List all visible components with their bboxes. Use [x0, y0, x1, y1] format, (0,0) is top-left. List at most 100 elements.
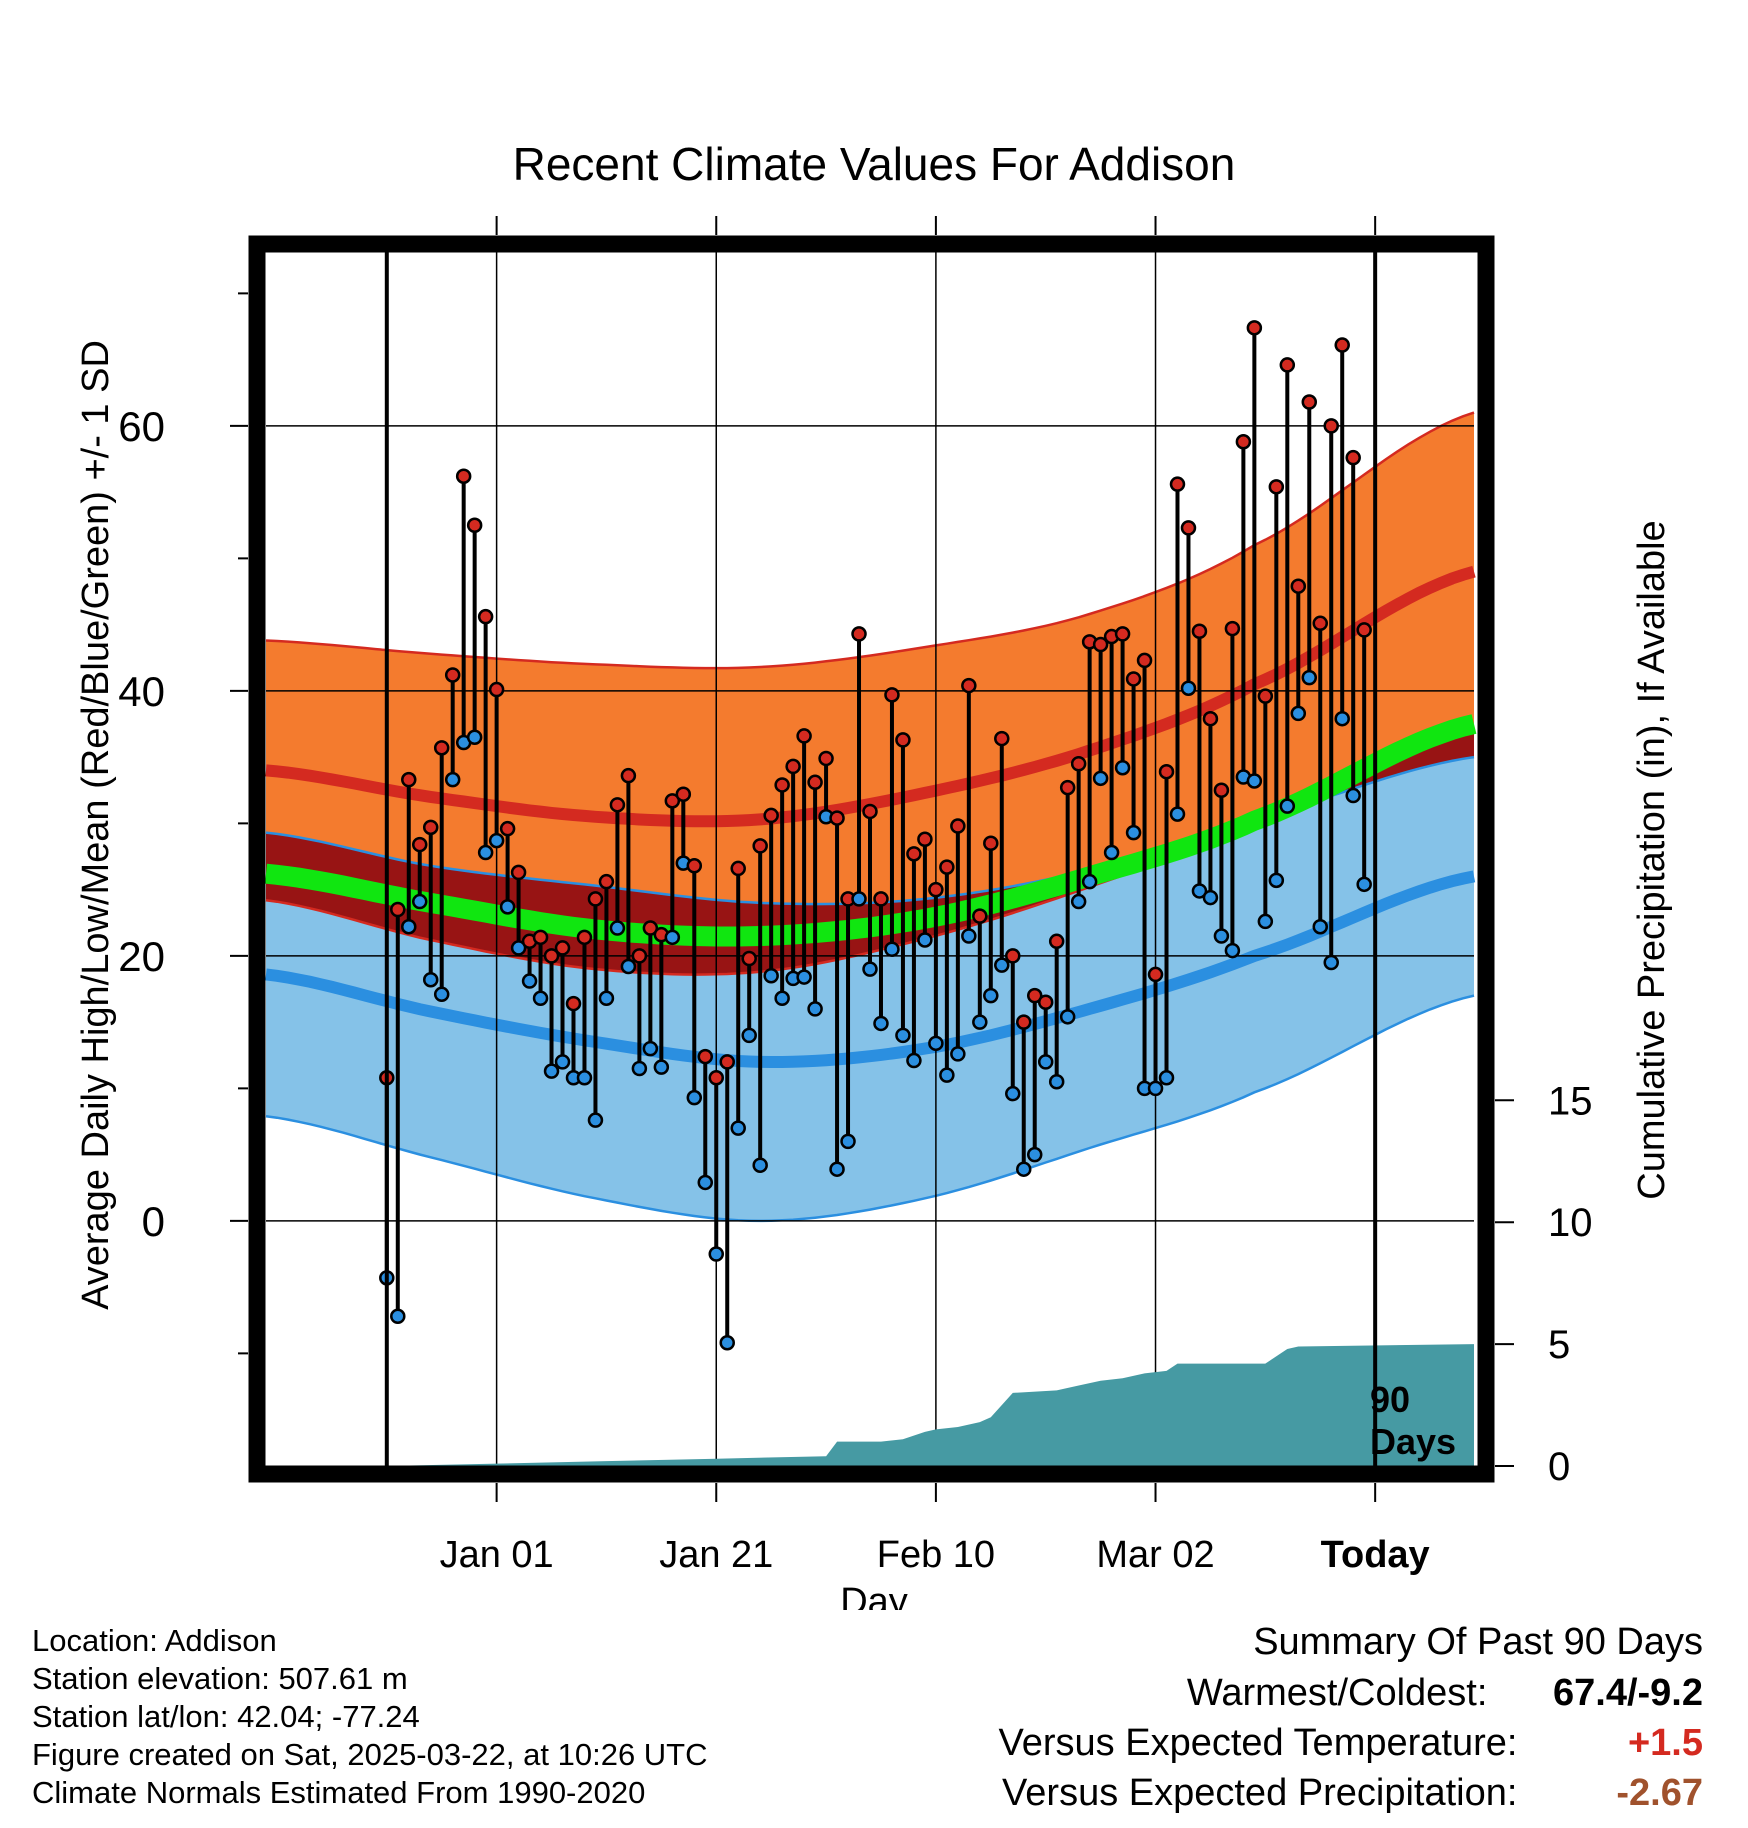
normal-low-line: [265, 870, 1476, 1068]
high-point: [1136, 652, 1153, 669]
low-point: [1301, 669, 1318, 686]
low-point: [752, 1157, 768, 1173]
high-point: [1345, 449, 1361, 466]
low-point: [477, 844, 494, 861]
low-point: [840, 1133, 856, 1150]
high-point: [1323, 418, 1339, 434]
low-point: [653, 1059, 670, 1075]
low-point: [631, 1060, 648, 1077]
high-point: [642, 920, 659, 936]
low-point: [829, 1161, 845, 1177]
low-point: [1312, 918, 1329, 935]
high-point: [543, 948, 560, 964]
high-point: [752, 838, 768, 854]
low-point: [587, 1112, 604, 1128]
low-point: [972, 1014, 988, 1030]
low-point: [499, 899, 516, 915]
low-point: [411, 893, 428, 910]
low-point: [620, 958, 637, 975]
low-point: [906, 1052, 922, 1069]
high-point: [576, 929, 593, 946]
high-point: [587, 891, 604, 907]
low-point: [1005, 1085, 1021, 1102]
high-point: [851, 626, 867, 642]
x-tick-label: Jan 21: [659, 1534, 773, 1576]
high-point: [862, 803, 878, 820]
low-point: [1103, 844, 1120, 861]
low-point: [1026, 1146, 1043, 1163]
high-point: [1224, 620, 1241, 637]
low-point: [521, 973, 538, 989]
low-point: [1257, 913, 1274, 930]
low-point: [1158, 1070, 1175, 1086]
low-point: [1345, 787, 1361, 804]
y-tick-label: 20: [118, 933, 165, 980]
high-point: [1125, 671, 1142, 687]
created-text: Figure created on Sat, 2025-03-22, at 10…: [32, 1737, 708, 1772]
low-point: [422, 971, 439, 988]
low-point: [532, 990, 549, 1007]
precip-area: [266, 1344, 1474, 1466]
precip-departure-label: Versus Expected Precipitation:: [1002, 1772, 1518, 1814]
high-point: [884, 687, 900, 703]
high-point: [1092, 636, 1109, 653]
low-point: [488, 832, 505, 849]
low-point: [862, 961, 878, 977]
low-point: [1191, 883, 1208, 899]
low-point: [1037, 1054, 1054, 1070]
high-point: [455, 468, 472, 484]
high-point: [433, 740, 450, 756]
low-point: [1202, 889, 1219, 906]
low-point: [1224, 942, 1241, 959]
precip-tick-label: 5: [1548, 1323, 1570, 1367]
low-point: [928, 1035, 944, 1052]
temp-departure-label: Versus Expected Temperature:: [998, 1722, 1518, 1764]
high-point: [1005, 948, 1021, 964]
warmest-coldest-label: Warmest/Coldest:: [1186, 1672, 1488, 1714]
high-point: [961, 677, 977, 694]
high-point: [1158, 763, 1175, 780]
low-point: [917, 932, 933, 948]
high-point: [928, 881, 944, 898]
high-point: [565, 995, 582, 1012]
x-tick-label: Mar 02: [1096, 1534, 1214, 1576]
high-point: [785, 758, 801, 775]
low-point: [1356, 876, 1372, 893]
high-point: [1048, 933, 1065, 950]
high-point: [1279, 357, 1296, 373]
high-point: [1202, 710, 1219, 727]
low-point: [510, 940, 527, 956]
temp-departure-row: Versus Expected Temperature: +1.5: [999, 1718, 1703, 1768]
low-point: [1334, 710, 1350, 727]
high-point: [939, 859, 955, 875]
high-point: [1059, 779, 1076, 796]
high-point: [807, 774, 823, 791]
low-point: [1114, 759, 1131, 776]
low-point: [796, 969, 812, 985]
high-point: [1312, 615, 1329, 632]
high-point: [1268, 479, 1285, 495]
high-point: [477, 608, 494, 625]
low-point: [1246, 773, 1263, 789]
chart-title: Recent Climate Values For Addison: [513, 138, 1236, 190]
elevation-text: Station elevation: 507.61 m: [32, 1661, 408, 1696]
low-point: [1081, 873, 1098, 890]
warmest-coldest-value: 67.4/-9.2: [1553, 1672, 1703, 1714]
high-point: [620, 767, 637, 784]
high-point: [1015, 1014, 1032, 1030]
high-point: [1147, 966, 1164, 983]
precip-tick-label: 0: [1548, 1445, 1570, 1489]
high-point: [719, 1054, 735, 1070]
window-label-line: Days: [1370, 1421, 1456, 1462]
low-point: [895, 1027, 911, 1044]
location-text: Location: Addison: [32, 1623, 277, 1658]
high-point: [708, 1070, 725, 1086]
low-point: [1169, 806, 1186, 822]
latlon-text: Station lat/lon: 42.04; -77.24: [32, 1699, 420, 1734]
high-point: [906, 846, 922, 862]
high-point: [1037, 994, 1054, 1010]
high-point: [390, 901, 406, 918]
high-point: [444, 667, 461, 683]
low-point: [719, 1335, 735, 1351]
low-point: [994, 957, 1010, 973]
